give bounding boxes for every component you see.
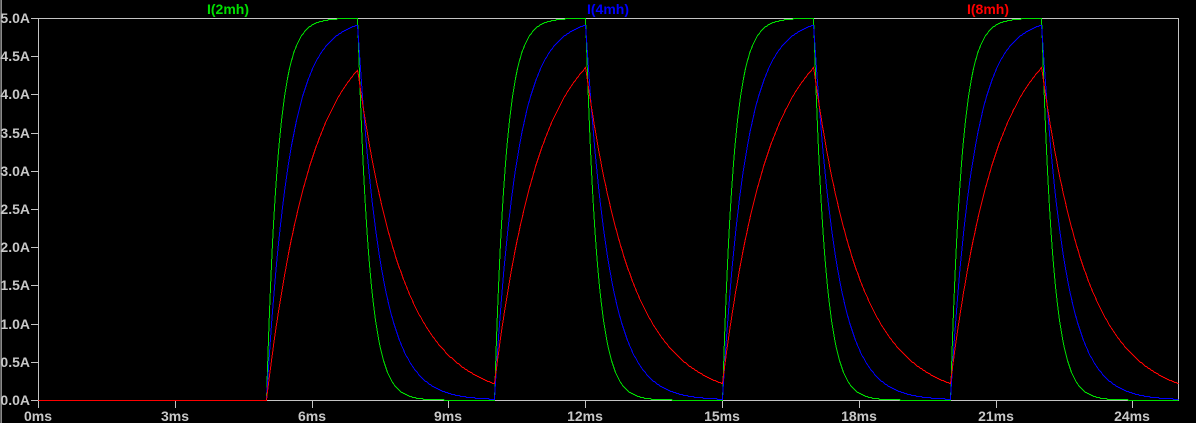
svg-text:1.0A: 1.0A (0, 316, 30, 332)
svg-text:2.5A: 2.5A (0, 201, 30, 217)
svg-text:I(2mh): I(2mh) (207, 1, 249, 17)
svg-text:4.5A: 4.5A (0, 48, 30, 64)
svg-text:2.0A: 2.0A (0, 239, 30, 255)
svg-text:4.0A: 4.0A (0, 86, 30, 102)
svg-text:3.0A: 3.0A (0, 163, 30, 179)
svg-text:15ms: 15ms (704, 408, 740, 423)
svg-text:6ms: 6ms (298, 408, 326, 423)
svg-text:18ms: 18ms (841, 408, 877, 423)
svg-text:0.5A: 0.5A (0, 354, 30, 370)
svg-text:1.5A: 1.5A (0, 277, 30, 293)
svg-text:3.5A: 3.5A (0, 125, 30, 141)
svg-text:24ms: 24ms (1114, 408, 1150, 423)
svg-text:5.0A: 5.0A (0, 10, 30, 26)
svg-text:12ms: 12ms (567, 408, 603, 423)
svg-text:I(8mh): I(8mh) (967, 1, 1009, 17)
svg-text:9ms: 9ms (434, 408, 462, 423)
svg-text:21ms: 21ms (978, 408, 1014, 423)
svg-text:3ms: 3ms (161, 408, 189, 423)
svg-text:0ms: 0ms (24, 408, 52, 423)
svg-text:0.0A: 0.0A (0, 392, 30, 408)
svg-text:I(4mh): I(4mh) (587, 1, 629, 17)
